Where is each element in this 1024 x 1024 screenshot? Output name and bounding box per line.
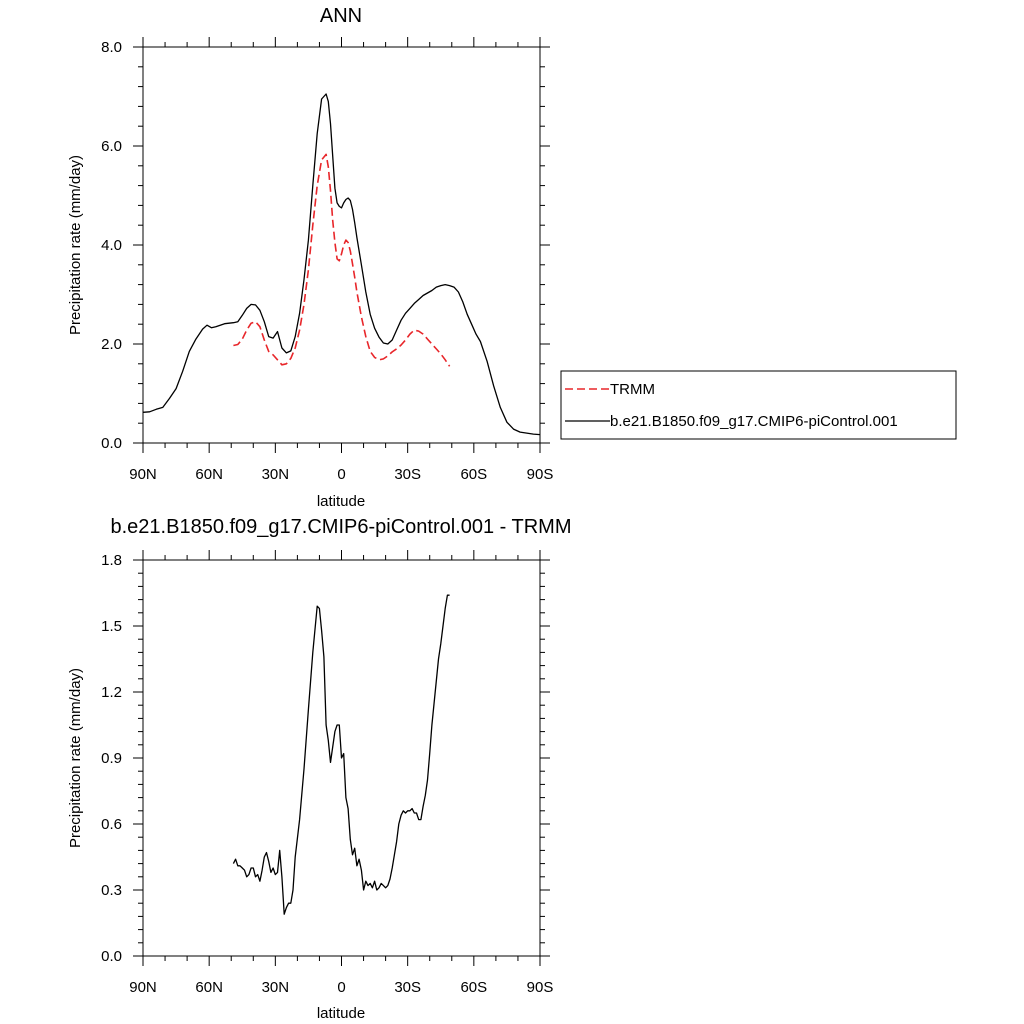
legend-label-trmm: TRMM (610, 381, 655, 398)
top-chart-series-line-1 (142, 93, 541, 436)
top-chart-ylabel: Precipitation rate (mm/day) (67, 155, 84, 335)
top-chart-xtick-label: 0 (337, 466, 345, 483)
legend: TRMM b.e21.B1850.f09_g17.CMIP6-piControl… (560, 370, 957, 440)
top-chart-ytick-label: 2.0 (101, 336, 122, 353)
top-chart-plot-area (142, 93, 541, 436)
top-chart-title: ANN (320, 5, 362, 27)
legend-box (560, 370, 957, 440)
bottom-chart-ytick-label: 0.9 (101, 750, 122, 767)
bottom-chart-ytick-label: 1.2 (101, 684, 122, 701)
bottom-chart-frame (142, 559, 541, 957)
top-chart-ytick-label: 4.0 (101, 237, 122, 254)
top-chart-ytick-label: 0.0 (101, 435, 122, 452)
bottom-chart-xtick-label: 30N (262, 979, 290, 996)
top-chart-xtick-label: 60N (195, 466, 223, 483)
bottom-chart-xtick-label: 60S (460, 979, 487, 996)
top-chart-ytick-label: 8.0 (101, 39, 122, 56)
bottom-chart-ytick-label: 0.6 (101, 816, 122, 833)
top-chart-series-line-0 (233, 153, 451, 367)
top-chart: ANN 90N 60N 30N 0 30S 60S 90S 0.0 2.0 4.0 6.0 8.0 l… (67, 5, 553, 510)
bottom-chart-title: b.e21.B1850.f09_g17.CMIP6-piControl.001 … (111, 516, 572, 538)
top-chart-frame (142, 46, 541, 444)
bottom-chart-ticks: 90N 60N 30N 0 30S 60S 90S 0.0 0.3 0.6 0.9 1.2 1.5 1.8 (101, 550, 553, 996)
top-chart-xtick-label: 90N (129, 466, 157, 483)
bottom-chart: b.e21.B1850.f09_g17.CMIP6-piControl.001 … (67, 516, 572, 1022)
bottom-chart-xtick-label: 90S (527, 979, 554, 996)
bottom-chart-xtick-label: 30S (394, 979, 421, 996)
bottom-chart-ylabel: Precipitation rate (mm/day) (67, 668, 84, 848)
top-chart-xtick-label: 90S (527, 466, 554, 483)
bottom-chart-ytick-label: 0.0 (101, 948, 122, 965)
top-chart-xtick-label: 30N (262, 466, 290, 483)
bottom-chart-ytick-label: 1.8 (101, 552, 122, 569)
bottom-chart-series-line-0 (232, 594, 450, 915)
bottom-chart-ytick-label: 1.5 (101, 618, 122, 635)
bottom-chart-xtick-label: 60N (195, 979, 223, 996)
top-chart-ytick-label: 6.0 (101, 138, 122, 155)
bottom-chart-xtick-label: 90N (129, 979, 157, 996)
top-chart-xtick-label: 30S (394, 466, 421, 483)
bottom-chart-xlabel: latitude (317, 1005, 365, 1022)
top-chart-ticks: 90N 60N 30N 0 30S 60S 90S 0.0 2.0 4.0 6.0 8.0 (101, 37, 553, 483)
bottom-chart-ytick-label: 0.3 (101, 882, 122, 899)
bottom-chart-plot-area (232, 594, 450, 915)
top-chart-xtick-label: 60S (460, 466, 487, 483)
legend-label-model: b.e21.B1850.f09_g17.CMIP6-piControl.001 (610, 413, 898, 430)
top-chart-xlabel: latitude (317, 493, 365, 510)
bottom-chart-xtick-label: 0 (337, 979, 345, 996)
